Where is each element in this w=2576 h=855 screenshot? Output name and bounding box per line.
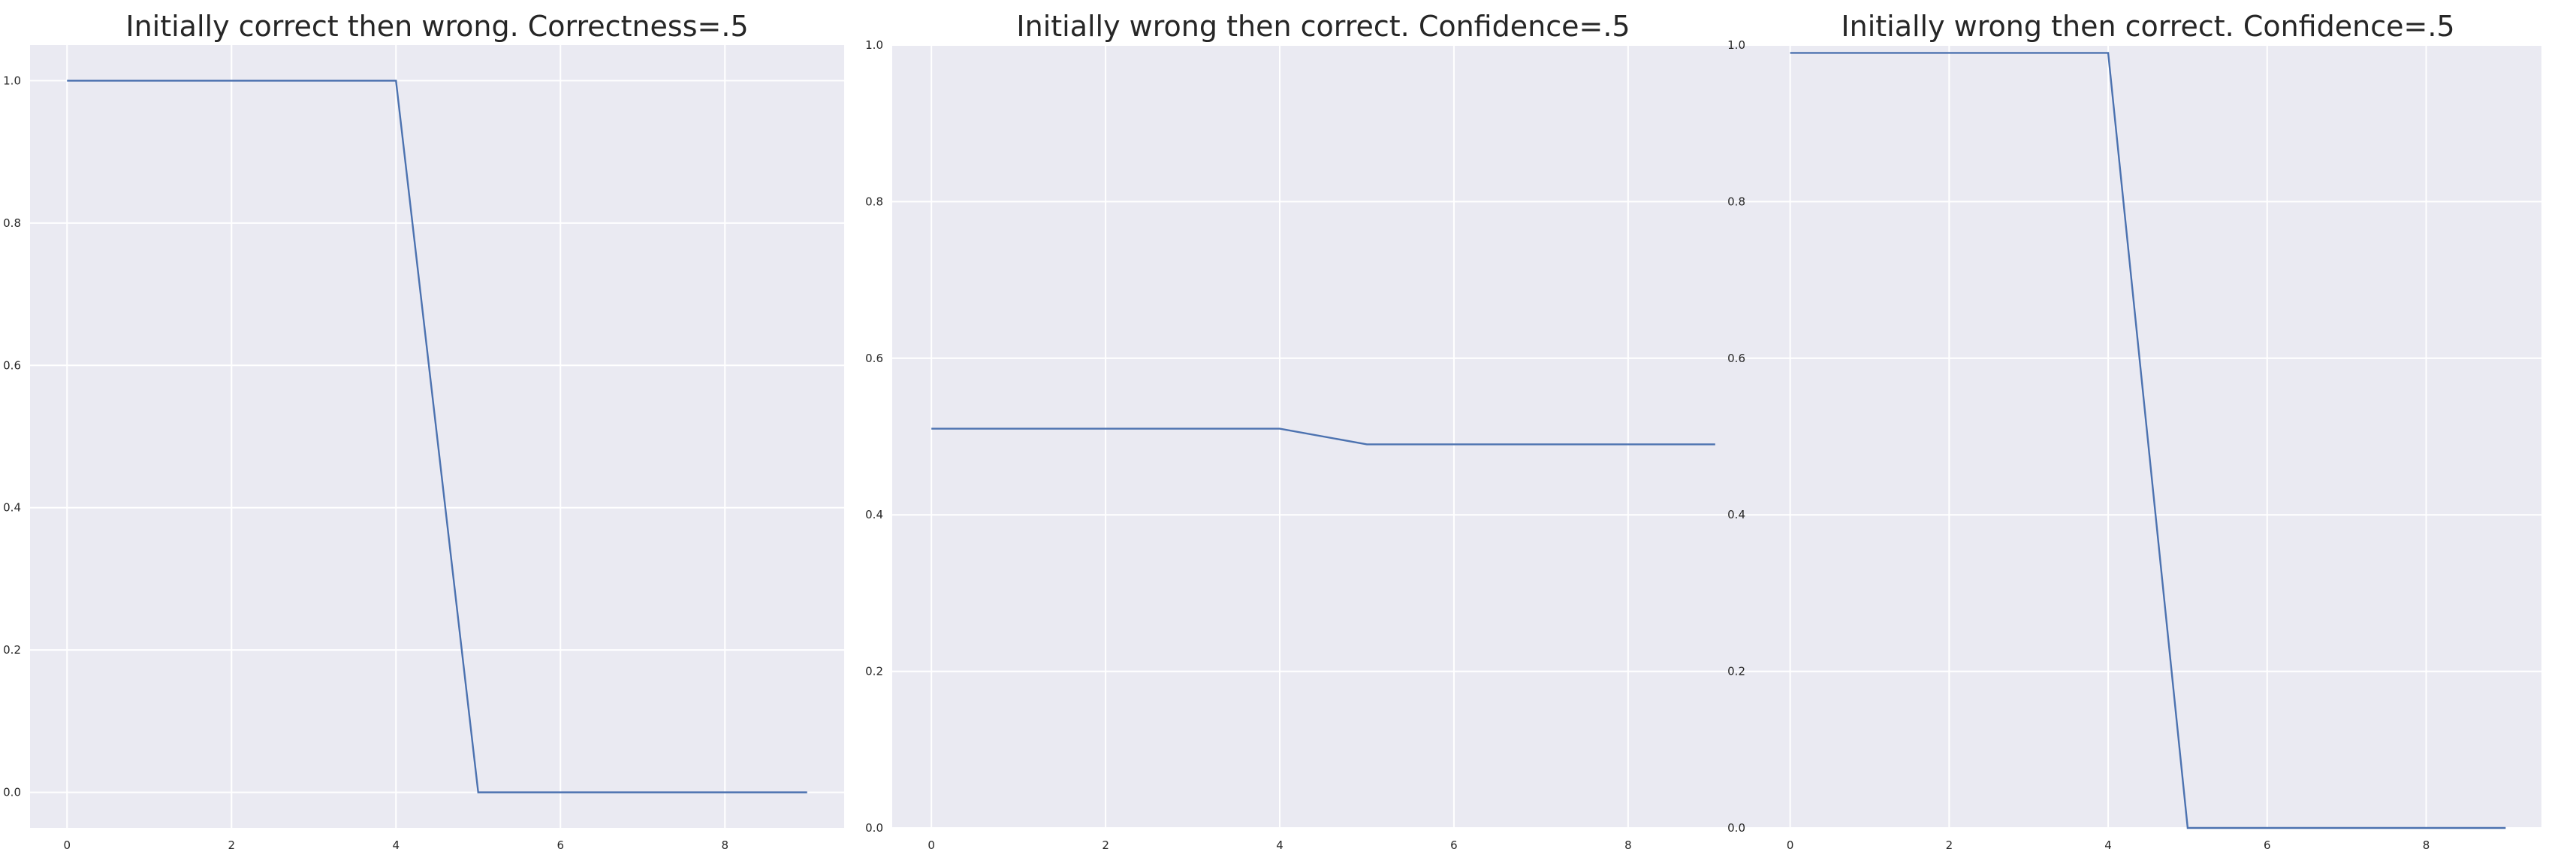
y-tick-label: 0.6	[1727, 352, 1745, 365]
grid	[892, 44, 1754, 829]
y-tick-label: 1.0	[3, 74, 21, 87]
y-tick-label: 0.8	[3, 216, 21, 230]
y-tick-label: 0.2	[3, 643, 21, 657]
x-tick-label: 4	[2104, 838, 2112, 852]
ticks: 0 2 4 6 8 0.0 0.2 0.4 0.6 0.8 1.0	[865, 38, 1631, 852]
chart-title: Initially wrong then correct. Confidence…	[1841, 10, 2454, 43]
subplot-2: Initially wrong then correct. Confidence…	[865, 10, 1754, 852]
x-tick-label: 6	[1450, 838, 1458, 852]
y-tick-label: 0.6	[865, 352, 883, 365]
y-tick-label: 0.4	[1727, 508, 1745, 521]
chart-title: Initially correct then wrong. Correctnes…	[125, 10, 748, 43]
y-tick-label: 0.2	[865, 665, 883, 678]
series-line	[67, 80, 807, 793]
x-tick-label: 8	[2423, 838, 2430, 852]
x-tick-label: 0	[63, 838, 71, 852]
y-tick-label: 0.0	[865, 821, 883, 835]
y-tick-label: 0.0	[1727, 821, 1745, 835]
y-tick-label: 1.0	[1727, 38, 1745, 52]
x-tick-label: 2	[1102, 838, 1109, 852]
y-tick-label: 0.8	[865, 195, 883, 208]
ticks: 0 2 4 6 8 0.0 0.2 0.4 0.6 0.8 1.0	[1727, 38, 2430, 852]
x-tick-label: 0	[928, 838, 935, 852]
x-tick-label: 2	[228, 838, 235, 852]
y-tick-label: 0.6	[3, 358, 21, 372]
x-tick-label: 2	[1946, 838, 1953, 852]
y-tick-label: 0.4	[3, 501, 21, 515]
series-line	[931, 428, 1715, 446]
subplot-1: Initially correct then wrong. Correctnes…	[3, 10, 844, 852]
y-tick-label: 0.0	[3, 786, 21, 799]
subplot-3: Initially wrong then correct. Confidence…	[1727, 10, 2541, 852]
y-tick-label: 0.8	[1727, 195, 1745, 208]
y-tick-label: 0.2	[1727, 665, 1745, 678]
x-tick-label: 8	[721, 838, 728, 852]
y-tick-label: 0.4	[865, 508, 883, 521]
x-tick-label: 4	[392, 838, 400, 852]
x-tick-label: 4	[1276, 838, 1283, 852]
x-tick-label: 8	[1624, 838, 1632, 852]
grid	[30, 45, 844, 828]
ticks: 0 2 4 6 8 0.0 0.2 0.4 0.6 0.8 1.0	[3, 74, 728, 852]
x-tick-label: 0	[1787, 838, 1794, 852]
grid	[1754, 44, 2541, 829]
x-tick-label: 6	[2264, 838, 2271, 852]
x-tick-label: 6	[557, 838, 564, 852]
series-line	[1790, 52, 2506, 829]
chart-title: Initially wrong then correct. Confidence…	[1016, 10, 1630, 43]
y-tick-label: 1.0	[865, 38, 883, 52]
